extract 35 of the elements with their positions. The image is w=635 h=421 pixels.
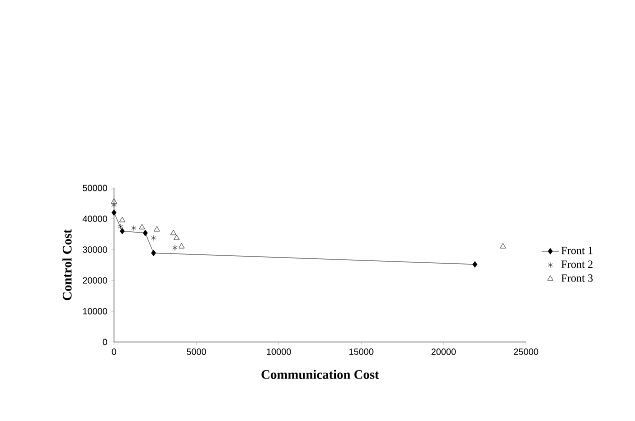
x-tick-label: 25000 [514,348,538,355]
point [154,226,160,232]
y-axis-title: Control Cost [62,229,72,300]
point [118,224,124,230]
point [139,224,145,230]
y-tick-label: 30000 [82,246,108,253]
legend-label: Front 3 [561,274,593,282]
legend-label: Front 2 [561,260,592,268]
point [112,209,116,216]
x-axis-title: Communication Cost [262,370,379,379]
point [174,234,180,240]
point [120,228,125,234]
y-tick-label: 0 [102,338,108,346]
point [151,250,156,256]
point [131,225,136,231]
point [112,202,116,208]
point [111,198,117,204]
legend-label: Front 1 [561,246,592,254]
y-tick-label: 40000 [82,216,108,222]
point [472,261,478,268]
x-tick-label: 20000 [432,348,456,355]
point [500,243,506,248]
x-tick-label: 15000 [349,348,374,355]
point [119,216,126,222]
point [151,235,156,241]
y-tick-label: 20000 [82,277,108,284]
x-tick-label: 10000 [266,348,291,355]
point [172,244,178,251]
x-tick-label: 5000 [186,348,206,355]
point [142,230,148,236]
x-tick-label: 0 [112,348,116,355]
point [178,243,185,248]
y-tick-label: 50000 [82,184,108,192]
point [170,230,176,236]
y-tick-label: 10000 [83,308,108,314]
